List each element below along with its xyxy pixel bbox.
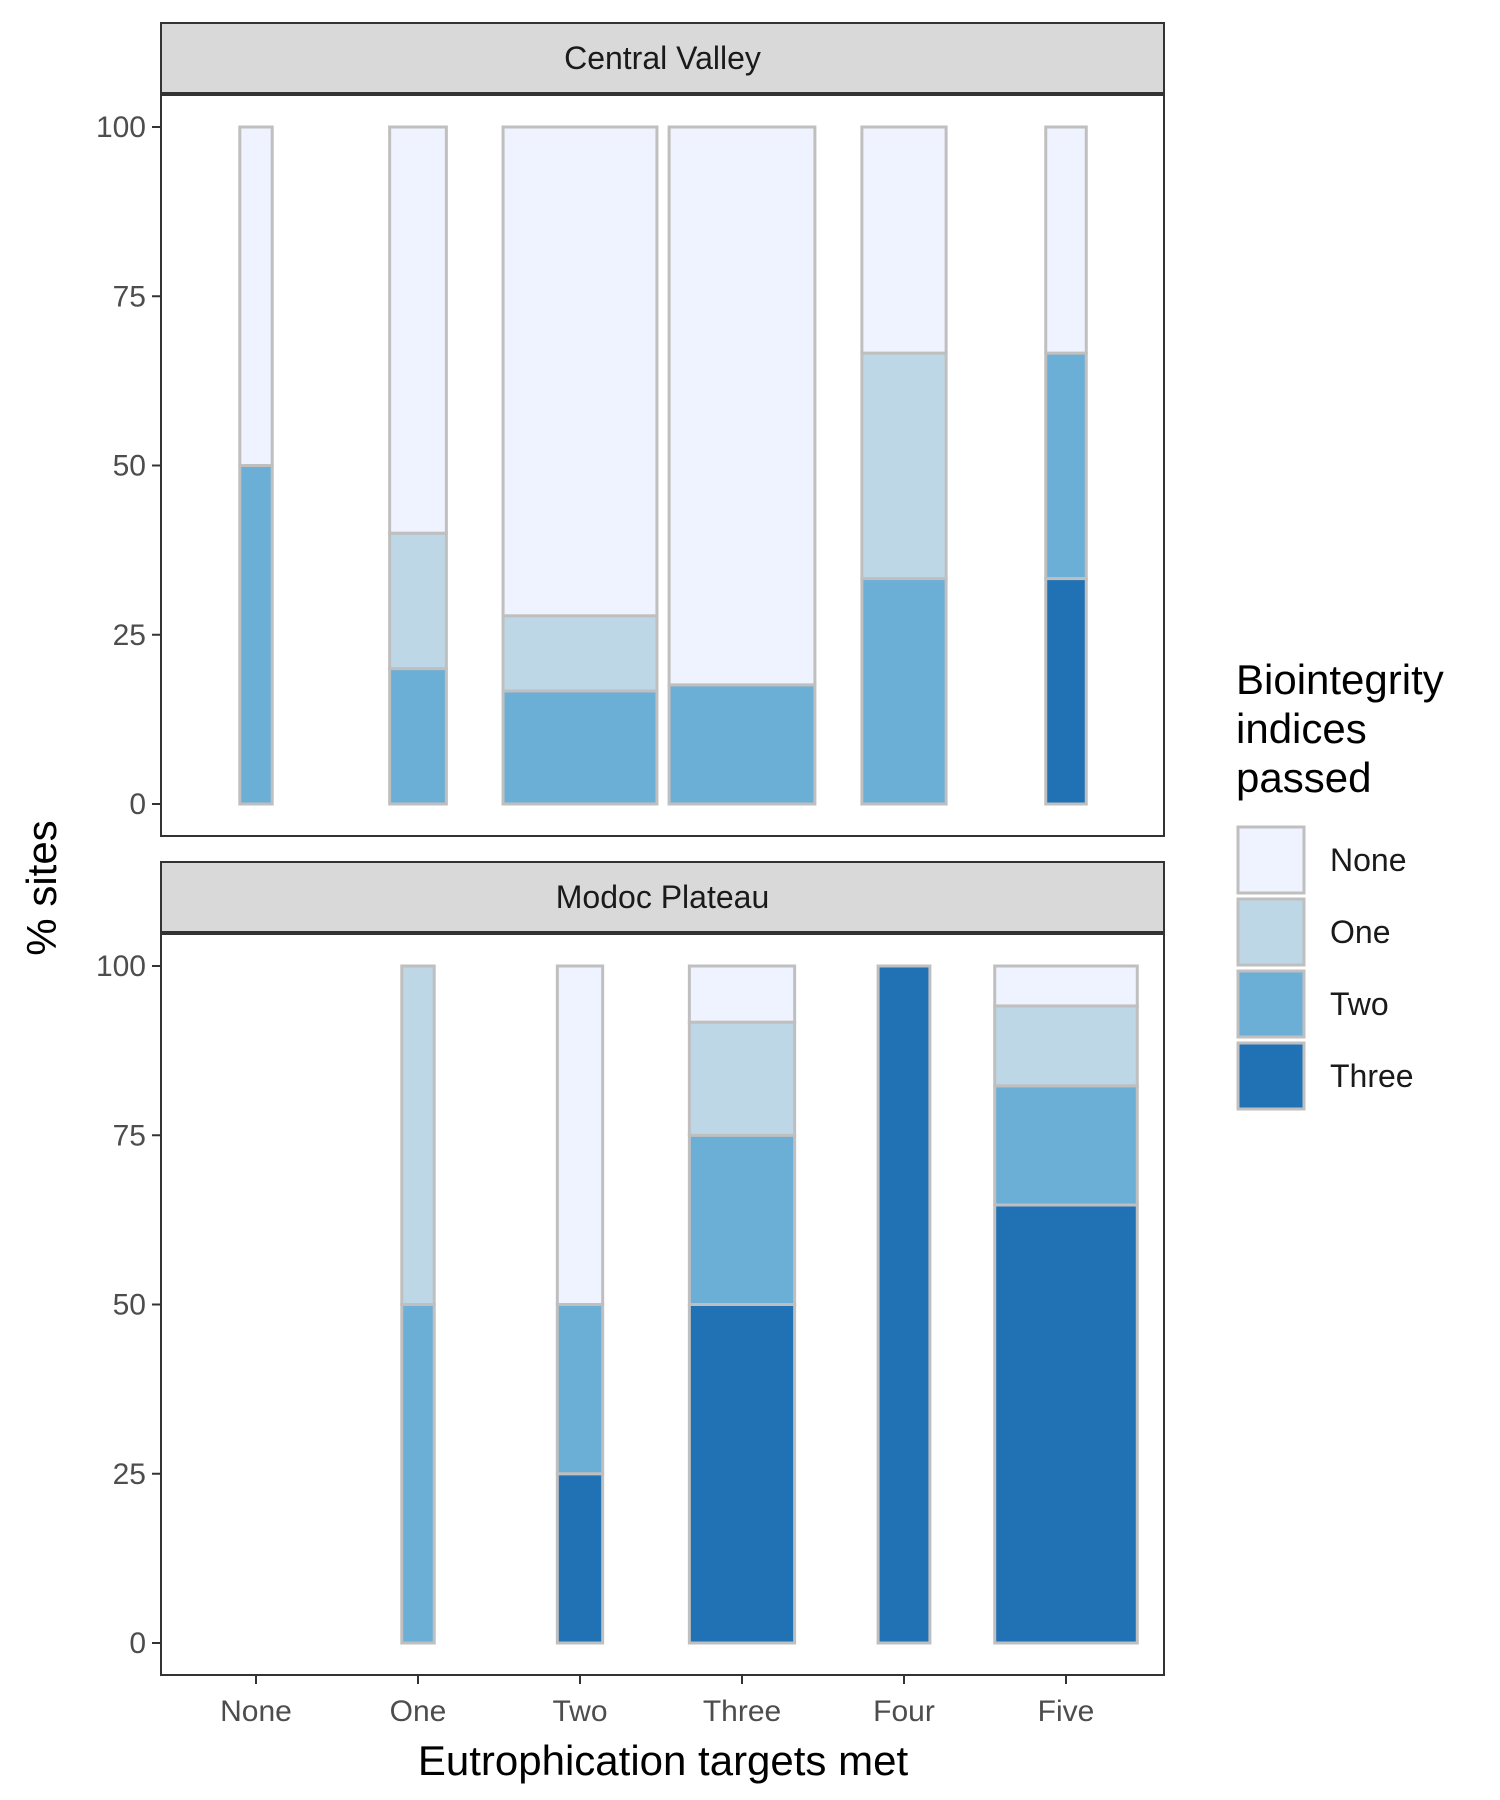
legend-title-line: indices bbox=[1236, 705, 1367, 752]
bar-segment-one bbox=[993, 1004, 1139, 1088]
bar-five bbox=[993, 964, 1139, 1645]
x-tick-label: Four bbox=[873, 1695, 935, 1728]
y-tick-label: 100 bbox=[96, 111, 146, 144]
y-tick-label: 0 bbox=[129, 788, 146, 821]
bar-segment-two bbox=[687, 1133, 797, 1306]
legend-label: One bbox=[1330, 914, 1390, 950]
legend-label: Two bbox=[1330, 986, 1389, 1022]
bar-segment-none bbox=[501, 125, 659, 618]
x-axis-title: Eutrophication targets met bbox=[418, 1737, 909, 1784]
bar-four bbox=[860, 125, 948, 806]
bar-segment-one bbox=[687, 1020, 797, 1137]
y-tick-label: 0 bbox=[129, 1627, 146, 1660]
y-tick-label: 75 bbox=[113, 1119, 146, 1152]
bar-segment-two bbox=[860, 577, 948, 806]
bar-segment-three bbox=[876, 964, 932, 1645]
bar-segment-none bbox=[993, 964, 1139, 1008]
bar-three bbox=[667, 125, 817, 806]
panels: Central Valley 0 25 50 75 100 Modoc Plateau 0 25… bbox=[96, 22, 1165, 1676]
facet-strip-label: Central Valley bbox=[564, 40, 761, 76]
y-tick-label: 50 bbox=[113, 450, 146, 483]
bar-segment-three bbox=[993, 1203, 1139, 1645]
bar-segment-two bbox=[238, 464, 274, 806]
bar-segment-none bbox=[238, 125, 274, 467]
legend-label: Three bbox=[1330, 1058, 1414, 1094]
bar-none bbox=[238, 125, 274, 806]
bar-segment-none bbox=[667, 125, 817, 687]
bar-one bbox=[388, 125, 448, 806]
y-axis-title: % sites bbox=[18, 820, 65, 955]
panel-2: Modoc Plateau 0 25 50 75 100 bbox=[96, 861, 1165, 1676]
facet-strip-label: Modoc Plateau bbox=[556, 879, 769, 915]
bar-segment-two bbox=[667, 683, 817, 806]
bar-segment-three bbox=[1044, 577, 1088, 806]
bar-segment-two bbox=[400, 1303, 436, 1645]
y-axis: 0 25 50 75 100 bbox=[96, 111, 161, 821]
x-tick-label: One bbox=[390, 1695, 447, 1728]
bar-three bbox=[687, 964, 797, 1645]
x-tick-label: Five bbox=[1038, 1695, 1095, 1728]
bar-segment-none bbox=[388, 125, 448, 535]
legend-key bbox=[1236, 825, 1306, 895]
legend-entry-none: None bbox=[1236, 825, 1407, 895]
legend-key bbox=[1236, 969, 1306, 1039]
facet-strip bbox=[160, 22, 1165, 94]
bar-segment-none bbox=[860, 125, 948, 355]
y-axis: 0 25 50 75 100 bbox=[96, 950, 161, 1660]
legend-key bbox=[1236, 1041, 1306, 1111]
bar-segment-two bbox=[1044, 351, 1088, 581]
bar-segment-two bbox=[388, 667, 448, 806]
bar-five bbox=[1044, 125, 1088, 806]
bar-segment-none bbox=[687, 964, 797, 1024]
x-tick-label: Two bbox=[552, 1695, 607, 1728]
y-tick-label: 25 bbox=[113, 619, 146, 652]
x-tick-label: Three bbox=[703, 1695, 781, 1728]
bar-segment-two bbox=[555, 1303, 605, 1476]
bar-segment-three bbox=[687, 1303, 797, 1645]
legend-entry-one: One bbox=[1236, 897, 1390, 967]
legend-entry-three: Three bbox=[1236, 1041, 1414, 1111]
bar-two bbox=[555, 964, 605, 1645]
bar-segment-two bbox=[501, 689, 659, 806]
legend-entry-two: Two bbox=[1236, 969, 1389, 1039]
x-axis: None One Two Three Four Five bbox=[220, 1675, 1094, 1728]
legend-label: None bbox=[1330, 842, 1407, 878]
legend-title-line: Biointegrity bbox=[1236, 656, 1444, 703]
panel-background bbox=[161, 95, 1164, 836]
y-tick-label: 100 bbox=[96, 950, 146, 983]
bar-segment-one bbox=[860, 351, 948, 581]
legend-title-line: passed bbox=[1236, 754, 1371, 801]
bar-two bbox=[501, 125, 659, 806]
y-tick-label: 25 bbox=[113, 1458, 146, 1491]
bar-four bbox=[876, 964, 932, 1645]
bar-segment-one bbox=[388, 531, 448, 671]
panel-1: Central Valley 0 25 50 75 100 bbox=[96, 22, 1165, 837]
bar-segment-none bbox=[1044, 125, 1088, 355]
legend-key bbox=[1236, 897, 1306, 967]
x-tick-label: None bbox=[220, 1695, 292, 1728]
facet-strip bbox=[160, 861, 1165, 933]
bar-one bbox=[400, 964, 436, 1645]
y-tick-label: 75 bbox=[113, 280, 146, 313]
y-tick-label: 50 bbox=[113, 1289, 146, 1322]
bar-segment-none bbox=[555, 964, 605, 1306]
bar-segment-three bbox=[555, 1472, 605, 1645]
bar-segment-one bbox=[501, 614, 659, 693]
bar-segment-two bbox=[993, 1084, 1139, 1207]
bar-segment-one bbox=[400, 964, 436, 1306]
